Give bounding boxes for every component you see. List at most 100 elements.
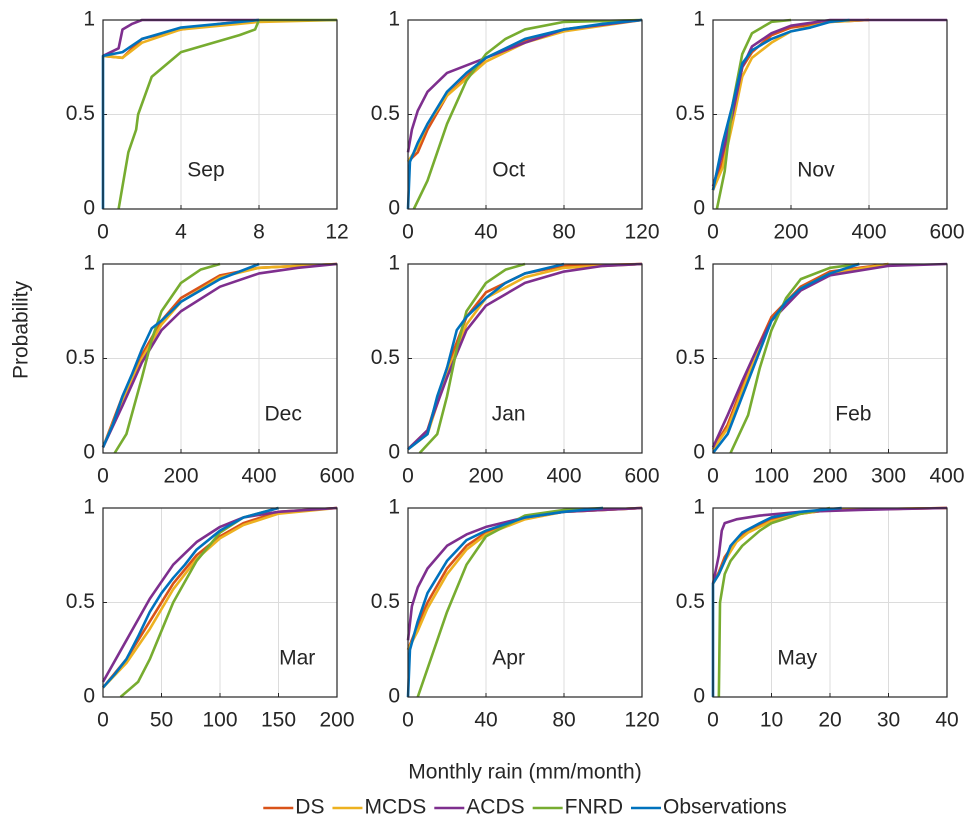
x-tick-label: 0 [402, 709, 414, 732]
month-label: May [777, 647, 817, 670]
cdf-line [416, 506, 604, 698]
cdf-line [406, 18, 643, 210]
axes-box [407, 19, 643, 210]
y-tick-label: 0.5 [371, 346, 400, 369]
x-tick-label: 200 [163, 465, 198, 488]
x-tick-label: 600 [319, 465, 354, 488]
month-label: Apr [492, 647, 525, 670]
y-axis-label: Probability [10, 280, 33, 379]
x-tick-label: 40 [935, 709, 958, 732]
cdf-line [101, 262, 260, 448]
y-tick-label: 0.5 [371, 102, 400, 125]
cdf-line [711, 18, 850, 191]
month-label: Feb [835, 403, 871, 426]
x-tick-label: 50 [150, 709, 173, 732]
cdf-line [729, 262, 860, 454]
axes-box [407, 263, 643, 454]
x-tick-label: 400 [546, 465, 581, 488]
y-tick-label: 1 [388, 496, 400, 519]
cdf-line [117, 18, 337, 210]
x-tick-label: 0 [97, 221, 109, 244]
cdf-line [711, 18, 947, 187]
x-tick-label: 200 [773, 221, 808, 244]
cdf-line [406, 506, 604, 698]
cdf-line [101, 18, 260, 209]
month-label: Sep [187, 159, 224, 182]
y-tick-label: 1 [83, 252, 95, 275]
x-tick-label: 100 [754, 465, 789, 488]
x-tick-label: 300 [871, 465, 906, 488]
axes-box [102, 19, 338, 210]
legend-label: MCDS [364, 796, 426, 819]
x-tick-label: 0 [402, 221, 414, 244]
y-tick-label: 0.5 [676, 102, 705, 125]
legend-label: DS [295, 796, 324, 819]
y-tick-label: 0.5 [66, 102, 95, 125]
x-tick-label: 4 [175, 221, 187, 244]
x-tick-label: 40 [474, 709, 497, 732]
x-tick-label: 0 [402, 465, 414, 488]
x-tick-label: 80 [552, 709, 575, 732]
x-tick-label: 200 [812, 465, 847, 488]
x-tick-label: 100 [202, 709, 237, 732]
cdf-line [102, 18, 338, 60]
cdf-line [102, 506, 279, 689]
x-tick-label: 40 [474, 221, 497, 244]
axes-box [407, 507, 643, 698]
cdf-line [418, 262, 526, 454]
x-tick-label: 400 [241, 465, 276, 488]
month-label: Nov [797, 159, 835, 182]
axes-box [712, 507, 948, 698]
cdf-line [101, 262, 338, 448]
axes-box [712, 19, 948, 210]
y-tick-label: 0 [388, 685, 400, 708]
cdf-line [715, 18, 792, 210]
y-tick-label: 0.5 [66, 346, 95, 369]
month-label: Oct [492, 159, 525, 182]
cdf-line [711, 506, 842, 697]
month-label: Jan [492, 403, 526, 426]
x-tick-label: 20 [818, 709, 841, 732]
y-tick-label: 0 [83, 197, 95, 220]
y-tick-label: 0.5 [676, 346, 705, 369]
x-tick-label: 0 [707, 709, 719, 732]
y-tick-label: 0 [388, 197, 400, 220]
x-axis-label: Monthly rain (mm/month) [408, 761, 641, 784]
axes-box [102, 507, 338, 698]
y-tick-label: 0 [693, 685, 705, 708]
cdf-line [412, 18, 643, 210]
axes-box [712, 263, 948, 454]
y-tick-label: 1 [693, 496, 705, 519]
legend: DS MCDS ACDS FNRD Observations [263, 796, 787, 819]
x-tick-label: 0 [707, 221, 719, 244]
y-tick-label: 1 [83, 8, 95, 31]
x-tick-label: 0 [97, 465, 109, 488]
y-tick-label: 0.5 [66, 590, 95, 613]
legend-label: ACDS [466, 796, 524, 819]
axes-box [102, 263, 338, 454]
legend-label: Observations [663, 796, 787, 819]
x-tick-label: 8 [253, 221, 265, 244]
x-tick-label: 120 [624, 709, 659, 732]
cdf-line [101, 262, 338, 448]
x-tick-label: 0 [97, 709, 109, 732]
y-tick-label: 1 [693, 8, 705, 31]
legend-label: FNRD [565, 796, 623, 819]
month-label: Mar [279, 647, 315, 670]
y-tick-label: 0 [388, 441, 400, 464]
y-tick-label: 1 [83, 496, 95, 519]
x-tick-label: 600 [929, 221, 964, 244]
y-tick-label: 0.5 [371, 590, 400, 613]
x-tick-label: 120 [624, 221, 659, 244]
x-tick-label: 0 [707, 465, 719, 488]
cdf-line [407, 262, 565, 451]
x-tick-label: 400 [851, 221, 886, 244]
y-tick-label: 0 [693, 441, 705, 464]
y-tick-label: 0 [693, 197, 705, 220]
cdf-line [406, 506, 643, 651]
y-tick-label: 1 [693, 252, 705, 275]
x-tick-label: 80 [552, 221, 575, 244]
x-tick-label: 150 [261, 709, 296, 732]
